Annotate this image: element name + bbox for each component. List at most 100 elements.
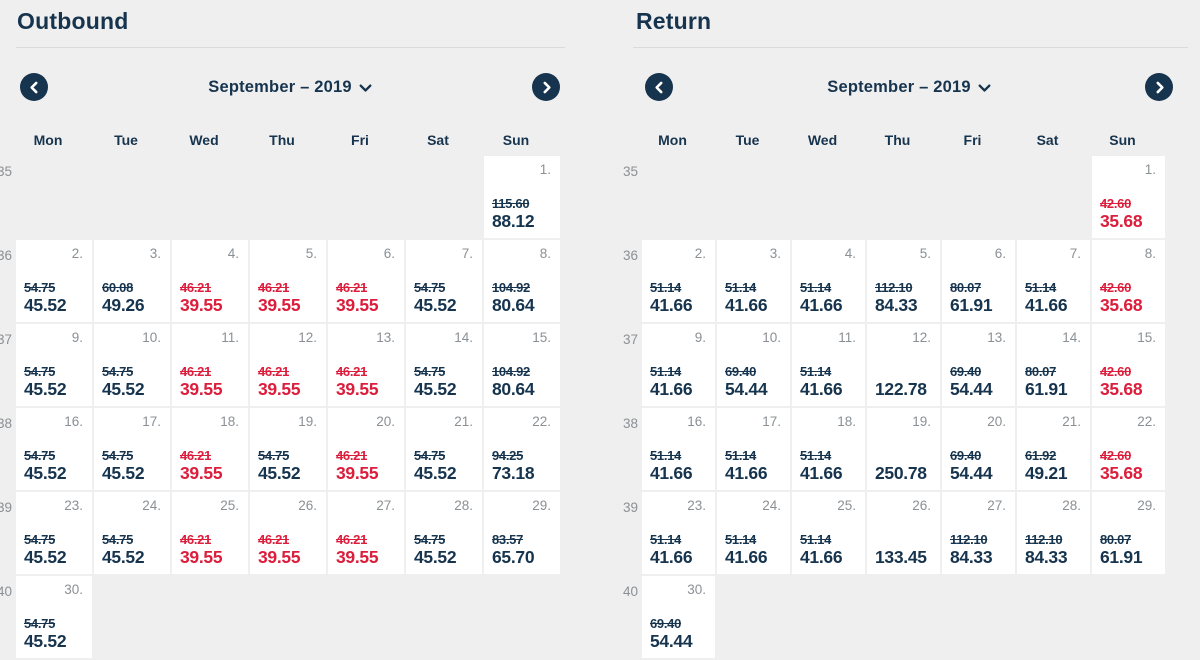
day-cell[interactable]: 25. 46.21 39.55 (172, 492, 248, 574)
day-cell[interactable]: 6. 46.21 39.55 (328, 240, 404, 322)
day-cell[interactable]: 21. 61.92 49.21 (1017, 408, 1090, 490)
day-cell[interactable]: 17. 54.75 45.52 (94, 408, 170, 490)
price-block: 60.08 49.26 (94, 280, 170, 322)
price-block: 112.10 84.33 (942, 532, 1015, 574)
day-cell[interactable]: 18. 51.14 41.66 (792, 408, 865, 490)
day-cell[interactable]: 7. 51.14 41.66 (1017, 240, 1090, 322)
day-cell[interactable]: 24. 54.75 45.52 (94, 492, 170, 574)
fare-price: 39.55 (180, 463, 223, 483)
original-price: 42.60 (1100, 448, 1132, 463)
outbound-fare-calendar: Outbound September – 2019 Mon Tue Wed Thu Fr… (0, 0, 576, 660)
day-cell[interactable]: 14. 80.07 61.91 (1017, 324, 1090, 406)
day-cell[interactable]: 28. 54.75 45.52 (406, 492, 482, 574)
week-number: 39 (622, 500, 638, 515)
day-cell[interactable]: 9. 54.75 45.52 (16, 324, 92, 406)
day-cell[interactable]: 20. 69.40 54.44 (942, 408, 1015, 490)
day-cell[interactable]: 19. 54.75 45.52 (250, 408, 326, 490)
day-cell[interactable]: 12. 122.78 (867, 324, 940, 406)
day-cell[interactable]: 23. 51.14 41.66 (642, 492, 715, 574)
weekday-label: Fri (963, 132, 982, 148)
empty-day-cell (1017, 156, 1090, 238)
day-cell[interactable]: 30. 69.40 54.44 (642, 576, 715, 658)
day-cell[interactable]: 18. 46.21 39.55 (172, 408, 248, 490)
prev-month-button[interactable] (20, 73, 48, 101)
day-cell[interactable]: 4. 46.21 39.55 (172, 240, 248, 322)
day-cell[interactable]: 1. 115.60 88.12 (484, 156, 560, 238)
day-cell[interactable]: 28. 112.10 84.33 (1017, 492, 1090, 574)
day-cell[interactable]: 12. 46.21 39.55 (250, 324, 326, 406)
fare-price: 133.45 (875, 547, 927, 567)
price-block: 42.60 35.68 (1092, 196, 1165, 238)
day-cell[interactable]: 3. 60.08 49.26 (94, 240, 170, 322)
day-cell[interactable]: 4. 51.14 41.66 (792, 240, 865, 322)
original-price: 51.14 (650, 364, 682, 379)
day-cell[interactable]: 5. 112.10 84.33 (867, 240, 940, 322)
day-cell[interactable]: 11. 46.21 39.55 (172, 324, 248, 406)
day-cell[interactable]: 26. 46.21 39.55 (250, 492, 326, 574)
day-cell[interactable]: 26. 133.45 (867, 492, 940, 574)
fare-price: 54.44 (950, 379, 993, 399)
day-cell[interactable]: 19. 250.78 (867, 408, 940, 490)
fare-price: 45.52 (102, 379, 145, 399)
day-cell[interactable]: 8. 104.92 80.64 (484, 240, 560, 322)
day-cell[interactable]: 27. 112.10 84.33 (942, 492, 1015, 574)
day-cell[interactable]: 15. 42.60 35.68 (1092, 324, 1165, 406)
day-cell[interactable]: 6. 80.07 61.91 (942, 240, 1015, 322)
original-price: 54.75 (24, 616, 56, 631)
day-cell[interactable]: 22. 94.25 73.18 (484, 408, 560, 490)
day-number: 23. (64, 498, 83, 513)
day-cell[interactable]: 13. 69.40 54.44 (942, 324, 1015, 406)
day-number: 11. (221, 330, 239, 345)
day-cell[interactable]: 2. 54.75 45.52 (16, 240, 92, 322)
day-number: 23. (687, 498, 706, 513)
month-year-dropdown[interactable]: September – 2019 (208, 78, 372, 97)
day-number: 1. (539, 162, 551, 177)
day-cell[interactable]: 16. 51.14 41.66 (642, 408, 715, 490)
day-cell[interactable]: 8. 42.60 35.68 (1092, 240, 1165, 322)
next-month-button[interactable] (532, 73, 560, 101)
month-year-dropdown[interactable]: September – 2019 (827, 78, 991, 97)
day-cell[interactable]: 15. 104.92 80.64 (484, 324, 560, 406)
day-cell[interactable]: 16. 54.75 45.52 (16, 408, 92, 490)
day-cell[interactable]: 22. 42.60 35.68 (1092, 408, 1165, 490)
day-number: 5. (305, 246, 317, 261)
day-cell[interactable]: 14. 54.75 45.52 (406, 324, 482, 406)
day-cell[interactable]: 10. 69.40 54.44 (717, 324, 790, 406)
day-cell[interactable]: 27. 46.21 39.55 (328, 492, 404, 574)
price-block: 133.45 (867, 532, 940, 574)
day-cell[interactable]: 2. 51.14 41.66 (642, 240, 715, 322)
day-cell[interactable]: 13. 46.21 39.55 (328, 324, 404, 406)
prev-month-button[interactable] (645, 73, 673, 101)
day-cell[interactable]: 29. 83.57 65.70 (484, 492, 560, 574)
day-number: 9. (694, 330, 706, 345)
day-cell[interactable]: 3. 51.14 41.66 (717, 240, 790, 322)
day-number: 21. (1062, 414, 1081, 429)
fare-price: 39.55 (258, 379, 301, 399)
chevron-left-icon (29, 81, 38, 93)
price-block: 250.78 (867, 448, 940, 490)
day-cell[interactable]: 7. 54.75 45.52 (406, 240, 482, 322)
next-month-button[interactable] (1145, 73, 1173, 101)
day-cell[interactable]: 1. 42.60 35.68 (1092, 156, 1165, 238)
price-block: 46.21 39.55 (250, 280, 326, 322)
day-cell[interactable]: 29. 80.07 61.91 (1092, 492, 1165, 574)
price-block: 80.07 61.91 (1092, 532, 1165, 574)
day-cell[interactable]: 10. 54.75 45.52 (94, 324, 170, 406)
day-cell[interactable]: 21. 54.75 45.52 (406, 408, 482, 490)
fare-price: 39.55 (258, 547, 301, 567)
day-cell[interactable]: 9. 51.14 41.66 (642, 324, 715, 406)
price-block: 69.40 54.44 (642, 616, 715, 658)
original-price: 42.60 (1100, 364, 1132, 379)
weekday-label: Sun (502, 132, 530, 148)
day-cell[interactable]: 25. 51.14 41.66 (792, 492, 865, 574)
fare-price: 88.12 (492, 211, 535, 231)
day-cell[interactable]: 17. 51.14 41.66 (717, 408, 790, 490)
day-cell[interactable]: 24. 51.14 41.66 (717, 492, 790, 574)
day-cell[interactable]: 11. 51.14 41.66 (792, 324, 865, 406)
day-cell[interactable]: 30. 54.75 45.52 (16, 576, 92, 658)
day-cell[interactable]: 20. 46.21 39.55 (328, 408, 404, 490)
day-cell[interactable]: 23. 54.75 45.52 (16, 492, 92, 574)
day-number: 18. (837, 414, 856, 429)
fare-price: 39.55 (336, 463, 379, 483)
day-cell[interactable]: 5. 46.21 39.55 (250, 240, 326, 322)
